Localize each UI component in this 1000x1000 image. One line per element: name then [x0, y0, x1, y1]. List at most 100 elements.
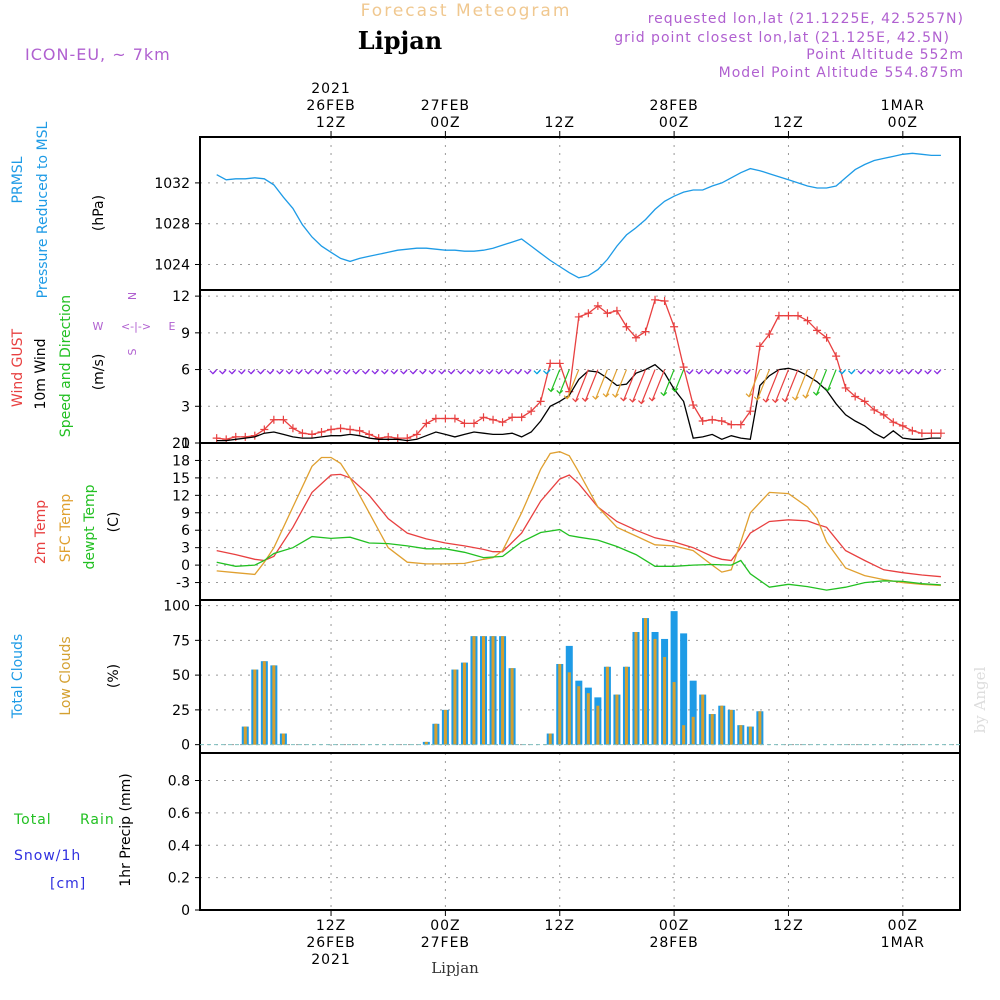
cloud-bar-low_clouds [424, 741, 428, 745]
gust-marker [917, 429, 926, 438]
top-time-label: 12Z [773, 115, 803, 131]
cloud-bar-low_clouds [748, 726, 752, 745]
cloud-bar-low_clouds [701, 694, 705, 745]
ytick-label: 1024 [154, 258, 190, 274]
ytick-label: 9 [181, 326, 190, 342]
gust-marker [279, 415, 288, 424]
wind-barb-head [714, 370, 722, 375]
series-line-pressure [216, 152, 941, 279]
cloud-axis-labels: Total Clouds Low Clouds (%) [10, 634, 122, 719]
t2m-label: 2m Temp [33, 500, 49, 564]
wind-barb [622, 369, 637, 401]
gust-marker [393, 434, 402, 443]
wind-barb-head [333, 370, 341, 375]
bottom-time-label: 12Z [316, 918, 346, 934]
gust-marker [879, 410, 888, 419]
wind-barb-head [620, 397, 627, 402]
wind-barb-head [629, 398, 636, 403]
ytick-label: 21 [172, 436, 190, 452]
gust-marker [622, 322, 631, 331]
wind-barb-head [381, 370, 388, 375]
wind-barb-head [266, 370, 274, 375]
cloud-bar-low_clouds [615, 694, 619, 745]
cloud-bar-low_clouds [491, 636, 495, 745]
top-time-label: 00Z [430, 115, 460, 131]
gust-marker [517, 413, 526, 422]
gust-marker [593, 301, 602, 310]
rain-legend-rain: Rain [80, 812, 115, 828]
compass-north: N [126, 292, 139, 300]
gust-marker [603, 309, 612, 318]
gust-label: Wind GUST [10, 328, 26, 407]
cloud-bar-low_clouds [482, 636, 486, 745]
gust-marker [631, 333, 640, 342]
gust-marker [222, 435, 231, 444]
bottom-time-label: 2021 [311, 952, 351, 968]
gust-marker [689, 401, 698, 410]
watermark: by Angel [971, 666, 989, 733]
ytick-label: 1028 [154, 217, 190, 233]
wind-barb-head [753, 396, 761, 401]
wind-barb-head [671, 387, 679, 393]
cloud-bar-low_clouds [605, 666, 609, 745]
wind-barb [605, 369, 618, 397]
cloud-bar-low_clouds [729, 709, 733, 745]
gust-marker [546, 359, 555, 368]
cloud-bar-low_clouds [253, 669, 257, 745]
gust-marker [755, 342, 764, 351]
gust-marker [460, 419, 469, 428]
gust-marker [793, 311, 802, 320]
wind-barb-head [933, 370, 941, 375]
total-clouds-label: Total Clouds [10, 634, 26, 719]
ytick-label: 0 [181, 738, 190, 754]
bottom-time-label: 00Z [888, 918, 918, 934]
ytick-label: 18 [172, 453, 190, 469]
wind-barb-head [705, 370, 712, 375]
cloud-bar-low_clouds [720, 705, 724, 745]
series-line-wind10m [216, 363, 941, 442]
wind-barb-head [342, 370, 350, 375]
gust-marker [584, 309, 593, 318]
wind-barb-head [352, 370, 360, 375]
cloud-bar-low_clouds [243, 726, 247, 745]
panel-frame [199, 289, 961, 444]
bottom-time-label: 1MAR [881, 935, 925, 951]
gust-marker [431, 414, 440, 423]
cloud-bar-total_clouds [680, 633, 688, 745]
ytick-label: 6 [181, 363, 190, 379]
wind-barb-head [295, 370, 303, 375]
cloud-bar-low_clouds [663, 657, 667, 745]
compass-west: W [93, 320, 104, 333]
ytick-label: 1032 [154, 176, 190, 192]
wind-barb-head [592, 395, 600, 400]
gust-marker [374, 434, 383, 443]
gust-marker [870, 405, 879, 414]
wind-barb [794, 369, 809, 401]
sfc-label: SFC Temp [58, 494, 74, 563]
panel-frame [199, 136, 961, 291]
gust-marker [479, 413, 488, 422]
gust-marker [889, 418, 898, 427]
series-line-sfc [216, 451, 941, 587]
snow-legend: Snow/1h [14, 848, 81, 864]
wind-barb-head [857, 370, 865, 375]
wind-barb-head [495, 370, 503, 375]
wind-barb-head [485, 370, 493, 375]
gust-marker [651, 295, 660, 304]
requested-coords: requested lon,lat (21.1225E, 42.5257N) [648, 11, 964, 27]
gust-marker [774, 311, 783, 320]
bottom-time-label: 26FEB [306, 935, 355, 951]
cloud-unit: (%) [106, 664, 122, 688]
ytick-label: 12 [172, 488, 190, 504]
bottom-time-label: 00Z [430, 918, 460, 934]
cloud-bar-low_clouds [548, 733, 552, 745]
wind-barb-head [648, 397, 656, 402]
model-label: ICON-EU, ~ 7km [25, 45, 171, 64]
wind-barb-head [685, 370, 693, 375]
top-time-label: 2021 [311, 81, 351, 97]
cloud-bar-low_clouds [577, 686, 581, 745]
series-line-dewpt [216, 528, 941, 591]
cloud-bar-low_clouds [739, 725, 743, 745]
wind-barb-head [543, 370, 550, 375]
